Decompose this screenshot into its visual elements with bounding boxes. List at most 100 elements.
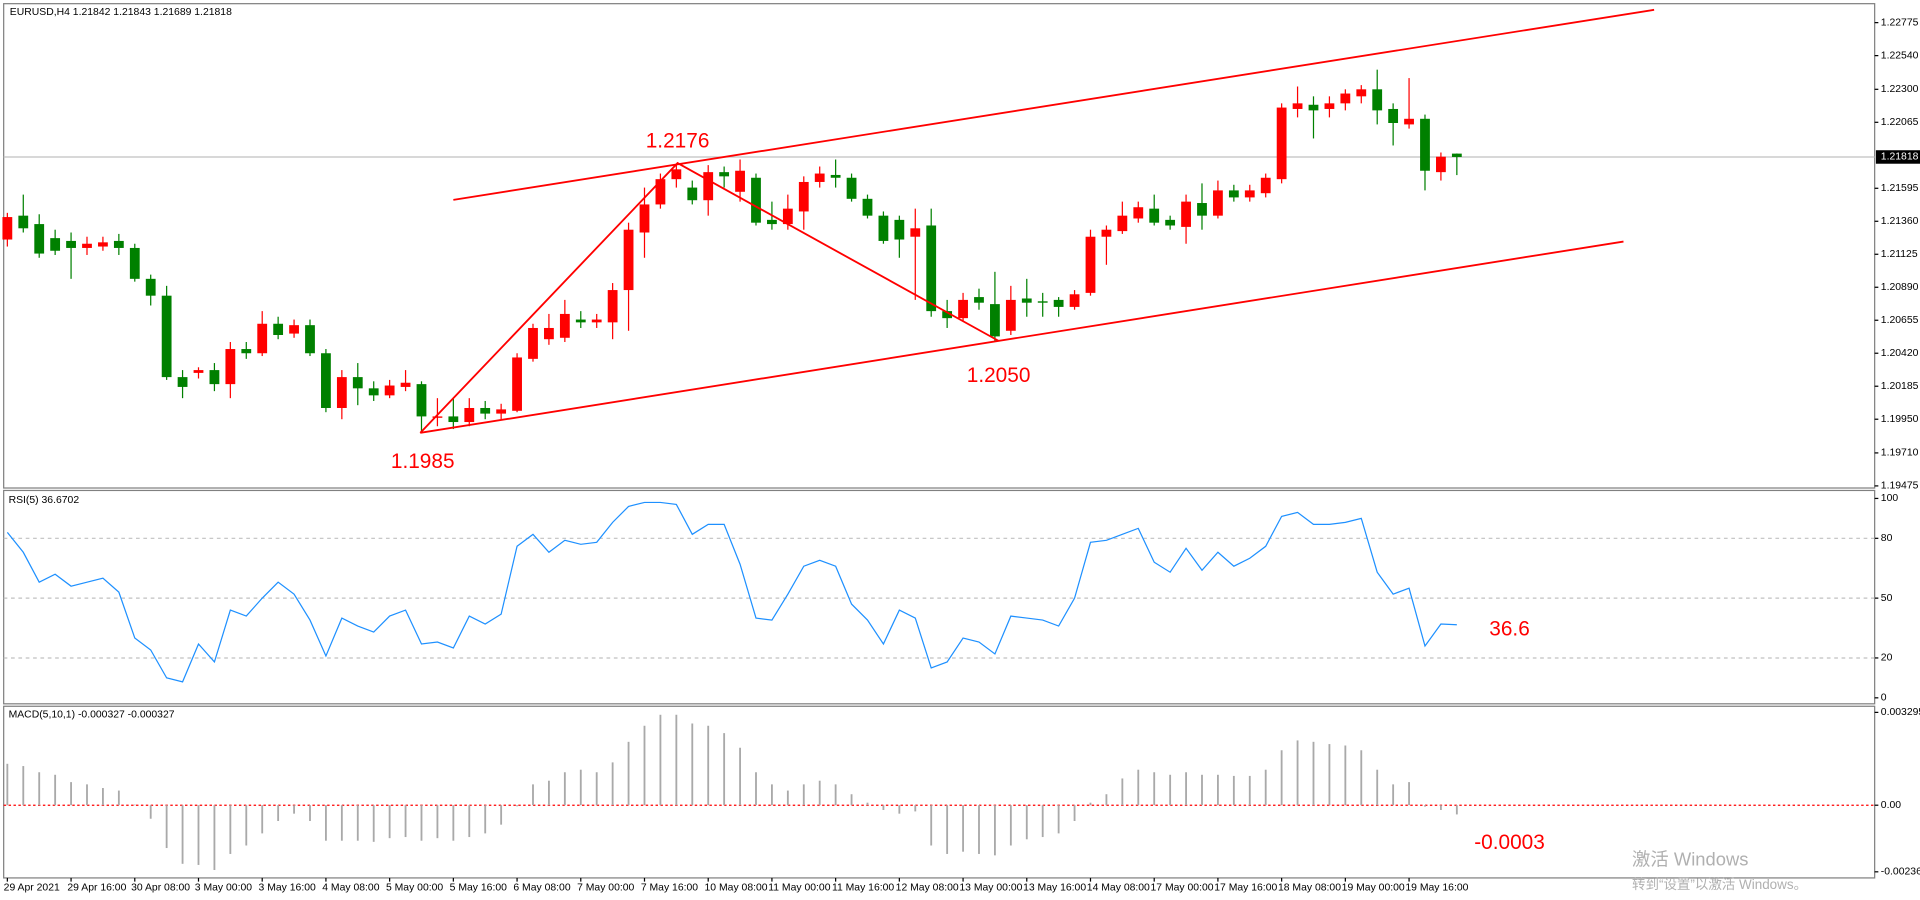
y-tick-label: 1.20655 [1881, 315, 1919, 326]
x-tick-label: 7 May 00:00 [577, 882, 634, 893]
main-title: EURUSD,H4 1.21842 1.21843 1.21689 1.2181… [10, 7, 232, 18]
candle-body [782, 208, 793, 225]
candle-body [751, 177, 761, 223]
candle-body [1037, 301, 1048, 303]
candle-body [544, 327, 554, 340]
candle-body [241, 349, 252, 354]
candle-body [1451, 153, 1462, 157]
candle-body [34, 224, 45, 254]
candle-body [559, 313, 570, 338]
x-tick-label: 3 May 00:00 [195, 882, 252, 893]
y-tick-label: 80 [1881, 533, 1893, 544]
x-tick-label: 4 May 08:00 [322, 882, 379, 893]
y-tick-label: 100 [1881, 493, 1899, 504]
x-tick-label: 7 May 16:00 [641, 882, 698, 893]
candle-body [1388, 108, 1399, 124]
current-price-label: 1.21818 [1881, 152, 1919, 163]
candle-body [1149, 208, 1160, 223]
channel-top [453, 8, 1655, 201]
candle-body [289, 325, 299, 334]
x-tick-label: 3 May 16:00 [259, 882, 316, 893]
candle-body [591, 319, 602, 323]
candle-body [1197, 203, 1207, 216]
marks: 1.22775 1.22540 1.22300 1.22065 1.21595 1.213… [2, 17, 1920, 893]
candle-body [1165, 219, 1176, 226]
candle-body [193, 370, 204, 373]
y-tick-label: 1.21595 [1881, 183, 1919, 194]
candle-body [1292, 103, 1303, 109]
rsi-title: RSI(5) 36.6702 [9, 495, 80, 506]
candle-body [607, 290, 618, 323]
y-tick-label: 1.22775 [1881, 17, 1919, 28]
annotation: 1.1985 [391, 450, 455, 473]
macd-panel [3, 705, 1876, 879]
candle-body [464, 407, 475, 423]
rsi-line [6, 501, 1457, 683]
candle-body [480, 407, 491, 414]
candle-body [1181, 201, 1191, 227]
candle-body [1117, 215, 1128, 232]
y-tick-label: 0.00 [1881, 800, 1901, 811]
y-tick-label: 0.003295 [1881, 707, 1920, 718]
candle-body [1133, 207, 1144, 219]
candle-body [1021, 298, 1032, 303]
x-tick-label: 6 May 08:00 [513, 882, 570, 893]
x-tick-label: 12 May 08:00 [896, 882, 959, 893]
channel-bottom [420, 240, 1624, 434]
x-tick-label: 19 May 16:00 [1405, 882, 1468, 893]
y-tick-label: -0.002364 [1881, 867, 1920, 878]
candle-body [432, 416, 443, 418]
x-tick-label: 13 May 16:00 [1023, 882, 1086, 893]
x-tick-label: 29 Apr 2021 [4, 882, 60, 893]
candle-body [1260, 177, 1271, 194]
annotation: -0.0003 [1474, 831, 1545, 854]
current-price-box [1875, 150, 1920, 164]
candle-body [368, 388, 379, 396]
candle-body [145, 278, 156, 296]
candle-body [814, 173, 825, 182]
candle-body [352, 377, 363, 389]
zigzag [419, 161, 1000, 434]
candle-body [1308, 104, 1319, 111]
candle-body [2, 217, 13, 240]
candle-body [448, 416, 459, 423]
x-tick-label: 17 May 16:00 [1214, 882, 1277, 893]
x-tick-label: 30 Apr 08:00 [131, 882, 190, 893]
y-tick-label: 0 [1881, 693, 1887, 704]
candle-body [1053, 299, 1064, 307]
y-tick-label: 1.22065 [1881, 117, 1919, 128]
candle-body [878, 215, 889, 241]
candle-body [655, 179, 666, 205]
x-tick-label: 11 May 16:00 [832, 882, 894, 893]
y-tick-label: 1.19475 [1881, 481, 1919, 492]
x-tick-label: 14 May 08:00 [1087, 882, 1150, 893]
x-tick-label: 19 May 00:00 [1342, 882, 1405, 893]
candle-body [1244, 190, 1255, 198]
candle-body [671, 169, 682, 180]
watermark: 转到“设置”以激活 Windows。 [1632, 877, 1807, 892]
candle-body [1404, 118, 1414, 125]
candle-body [1356, 89, 1367, 97]
candle-body [926, 225, 937, 312]
y-tick-label: 1.21360 [1881, 216, 1919, 227]
candle-body [958, 299, 968, 319]
candle-body [129, 247, 140, 279]
annotation: 36.6 [1489, 618, 1530, 641]
candle-body [687, 187, 698, 201]
candle-body [1372, 89, 1383, 111]
candle-body [257, 323, 268, 354]
y-tick-label: 20 [1881, 653, 1893, 664]
x-tick-label: 5 May 16:00 [450, 882, 507, 893]
x-tick-label: 5 May 00:00 [386, 882, 443, 893]
y-tick-label: 1.22540 [1881, 50, 1919, 61]
candle-body [66, 240, 76, 248]
candle-body [273, 323, 284, 335]
main-panel [3, 3, 1876, 489]
candle-body [1069, 294, 1080, 307]
candle-body [639, 204, 650, 233]
x-tick-label: 18 May 08:00 [1278, 882, 1341, 893]
candle-body [336, 377, 347, 408]
candle-body [113, 240, 124, 248]
